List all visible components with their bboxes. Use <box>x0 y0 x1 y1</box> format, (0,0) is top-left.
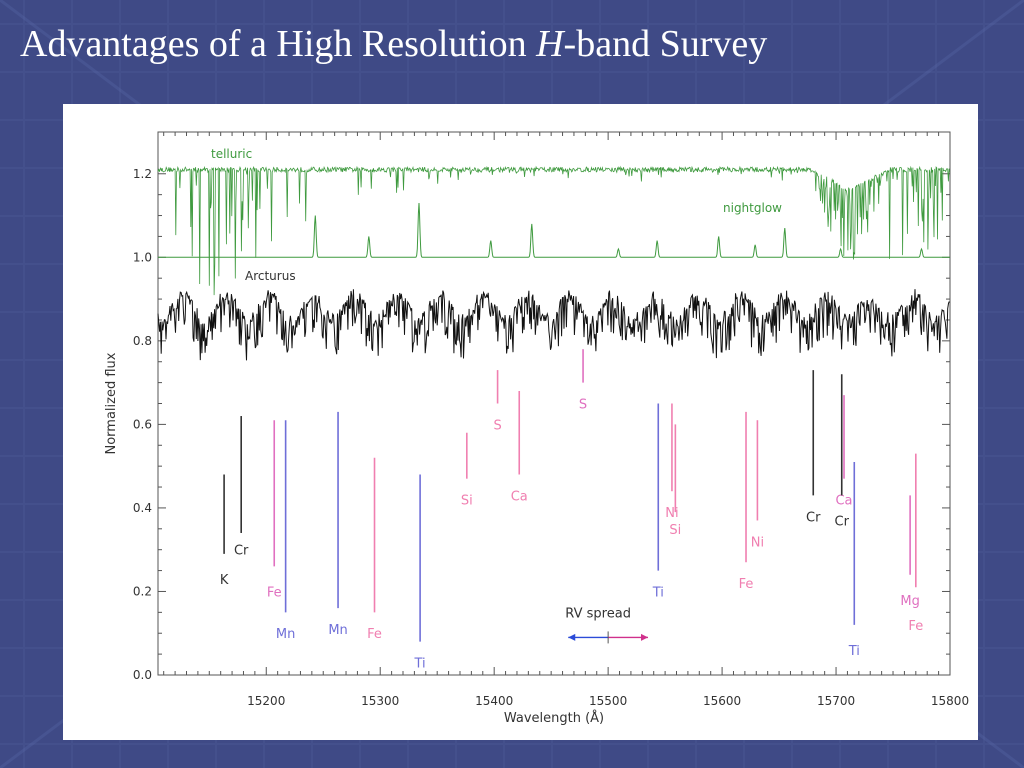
line-id-label: Ca <box>511 489 528 504</box>
line-id-label: Ti <box>848 644 860 659</box>
y-tick-label: 0.6 <box>133 417 152 431</box>
line-id-label: Ni <box>751 535 764 550</box>
rv-spread-label: RV spread <box>565 606 631 621</box>
slide-title-italic: H <box>536 23 564 65</box>
line-id-label: Cr <box>835 514 850 529</box>
line-id-label: Cr <box>806 510 821 525</box>
line-id-label: Si <box>669 523 681 538</box>
rv-spread-arrowhead-right <box>641 633 649 641</box>
line-id-label: K <box>220 573 229 588</box>
x-tick-label: 15300 <box>361 694 399 708</box>
x-tick-label: 15600 <box>703 694 741 708</box>
line-id-label: S <box>493 418 501 433</box>
line-id-label: Fe <box>367 627 382 642</box>
arcturus-label: Arcturus <box>245 269 296 283</box>
line-id-label: Fe <box>739 577 754 592</box>
spectrum-chart: 0.0 0.2 0.4 0.6 0.8 1.0 1.2 15200 15300 15400 1550… <box>104 131 969 726</box>
x-tick-label: 15500 <box>589 694 627 708</box>
line-id-label: Mg <box>900 594 919 609</box>
x-tick-label: 15200 <box>247 694 285 708</box>
telluric-label: telluric <box>211 147 252 161</box>
line-id-label: Mn <box>276 627 295 642</box>
line-id-label: Ni <box>665 506 678 521</box>
rv-spread-arrowhead-left <box>568 633 576 641</box>
line-id-label: S <box>579 398 587 413</box>
slide-title: Advantages of a High Resolution H-band S… <box>20 20 767 68</box>
line-id-label: Fe <box>267 585 282 600</box>
y-tick-label: 0.0 <box>133 668 152 682</box>
line-id-label: Fe <box>908 619 923 634</box>
nightglow-label: nightglow <box>723 201 782 215</box>
arcturus-spectrum-line <box>157 289 950 361</box>
x-axis-label: Wavelength (Å) <box>504 710 604 726</box>
y-axis-label: Normalized flux <box>104 352 119 454</box>
y-tick-label: 0.8 <box>133 334 152 348</box>
line-id-label: Ti <box>652 585 664 600</box>
slide-title-tail: -band Survey <box>563 23 768 65</box>
slide-title-main: Advantages of a High Resolution <box>20 23 537 65</box>
line-id-label: Mn <box>328 623 347 638</box>
line-id-label: Cr <box>234 544 249 559</box>
line-id-label: Ti <box>414 656 426 671</box>
nightglow-spectrum-line <box>158 202 950 258</box>
line-id-label: Ca <box>835 494 852 509</box>
chart-panel: 0.0 0.2 0.4 0.6 0.8 1.0 1.2 15200 15300 15400 1550… <box>63 104 978 740</box>
y-tick-label: 1.0 <box>133 250 152 264</box>
x-tick-label: 15400 <box>475 694 513 708</box>
line-id-label: Si <box>461 494 473 509</box>
y-tick-label: 0.2 <box>133 584 152 598</box>
x-tick-label: 15700 <box>817 694 855 708</box>
telluric-spectrum-line <box>157 165 951 296</box>
x-tick-label: 15800 <box>931 694 969 708</box>
y-tick-label: 0.4 <box>133 501 152 515</box>
y-tick-label: 1.2 <box>133 167 152 181</box>
